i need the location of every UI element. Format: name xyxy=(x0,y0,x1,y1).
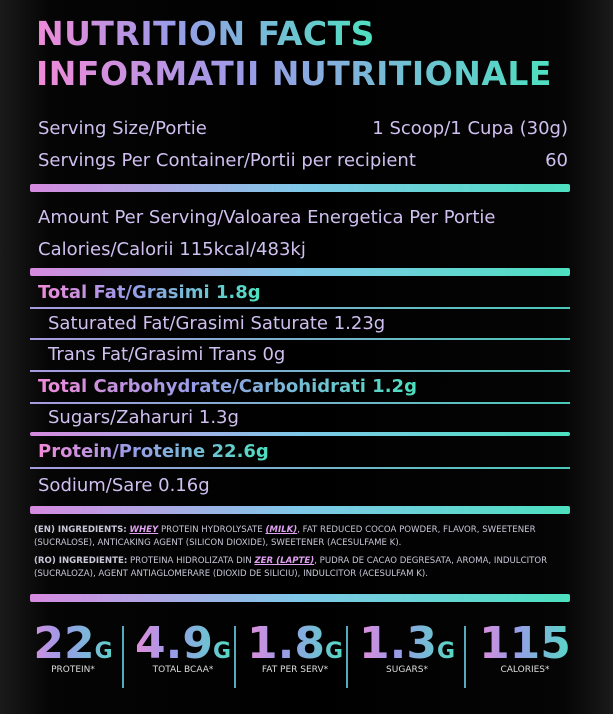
serving-value: 60 xyxy=(545,150,568,171)
sub-nutrient: Trans Fat/Grasimi Trans 0g xyxy=(48,344,286,365)
stat: 1.8G FAT PER SERV* xyxy=(240,618,350,675)
stat-value-row: 22G xyxy=(18,618,128,669)
stat-label: SUGARS* xyxy=(386,665,428,675)
nutrient: Total Carbohydrate/Carbohidrati 1.2g xyxy=(38,376,417,397)
sodium: Sodium/Sare 0.16g xyxy=(38,475,210,496)
stat: 115 CALORIES* xyxy=(470,618,580,675)
divider xyxy=(30,184,570,192)
ing-text: PROTEIN HYDROLYSATE xyxy=(158,525,266,535)
rule xyxy=(30,370,570,372)
divider xyxy=(30,268,570,276)
separator xyxy=(464,626,466,688)
stat-label: FAT PER SERV* xyxy=(261,665,329,675)
rule xyxy=(30,467,570,469)
stat-label: PROTEIN* xyxy=(51,665,95,675)
ing-text: , FAT REDUCED COCOA POWDER, FLAVOR, SWEE… xyxy=(34,525,536,548)
title: NUTRITION FACTS xyxy=(36,14,375,53)
rule xyxy=(30,402,570,404)
stat-unit: G xyxy=(212,639,231,664)
stat-value: 1.8 xyxy=(246,618,325,669)
ing-label: (EN) INGREDIENTS: xyxy=(34,525,127,535)
sub-nutrient: Saturated Fat/Grasimi Saturate 1.23g xyxy=(48,313,386,334)
stat: 4.9G TOTAL BCAA* xyxy=(128,618,238,675)
divider xyxy=(30,594,570,602)
separator xyxy=(122,626,124,688)
serving-value: 1 Scoop/1 Cupa (30g) xyxy=(372,118,568,139)
stat-value: 1.3 xyxy=(358,618,437,669)
separator xyxy=(234,626,236,688)
stat-unit: G xyxy=(436,639,455,664)
stat-value-row: 1.3G xyxy=(352,618,462,669)
ing-allergen: WHEY xyxy=(129,525,159,535)
energy: Amount Per Serving/Valoarea Energetica P… xyxy=(38,207,496,228)
stat-unit: G xyxy=(324,639,343,664)
separator xyxy=(346,626,348,688)
ingredients-en: (EN) INGREDIENTS: WHEY PROTEIN HYDROLYSA… xyxy=(34,524,574,550)
stat-label: TOTAL BCAA* xyxy=(152,665,214,675)
stat: 1.3G SUGARS* xyxy=(352,618,462,675)
ing-text: PROTEINA HIDROLIZATA DIN xyxy=(130,556,255,566)
rule xyxy=(30,307,570,309)
nutrient: Total Fat/Grasimi 1.8g xyxy=(38,282,261,303)
serving-label: Serving Size/Portie xyxy=(38,118,207,139)
divider xyxy=(30,432,570,436)
stat: 22G PROTEIN* xyxy=(18,618,128,675)
divider xyxy=(30,506,570,514)
ing-text: , PUDRA DE CACAO DEGRESATA, AROMA, INDUL… xyxy=(34,556,548,579)
stat-unit: G xyxy=(94,639,113,664)
nutrient: Protein/Proteine 22.6g xyxy=(38,441,269,462)
serving-label: Servings Per Container/Portii per recipi… xyxy=(38,150,416,171)
ing-allergen: (MILK) xyxy=(265,525,298,535)
stat-label: CALORIES* xyxy=(500,665,550,675)
ing-label: (RO) INGREDIENTE: xyxy=(34,556,128,566)
title: INFORMATII NUTRITIONALE xyxy=(36,54,552,93)
stat-value-row: 1.8G xyxy=(240,618,350,669)
stat-value-row: 4.9G xyxy=(128,618,238,669)
stat-value: 22 xyxy=(33,618,95,669)
stat-value: 4.9 xyxy=(134,618,213,669)
ing-allergen: ZER (LAPTE) xyxy=(254,556,315,566)
ingredients-ro: (RO) INGREDIENTE: PROTEINA HIDROLIZATA D… xyxy=(34,555,574,581)
stat-value: 115 xyxy=(479,618,571,669)
rule xyxy=(30,338,570,340)
stat-value-row: 115 xyxy=(470,618,580,669)
sub-nutrient: Sugars/Zaharuri 1.3g xyxy=(48,407,239,428)
energy: Calories/Calorii 115kcal/483kj xyxy=(38,239,306,260)
